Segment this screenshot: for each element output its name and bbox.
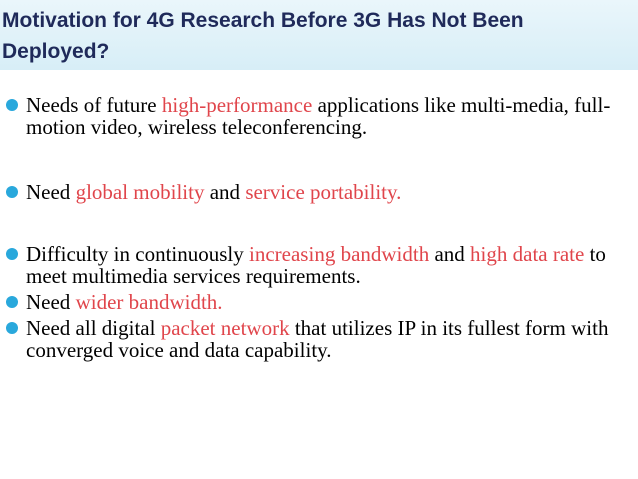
bullet-text: Need [26,180,76,204]
bullet-dot-icon [6,296,18,308]
bullet-text: to meet multimedia services requirements… [26,242,606,288]
bullet-dot-icon [6,186,18,198]
title-bar: Motivation for 4G Research Before 3G Has… [0,0,638,70]
highlight-text: global mobility [75,180,205,204]
bullet-text: that utilizes IP in its fullest form wit… [26,316,609,362]
bullet-text: and [429,242,471,266]
bullet-text: Difficulty in continuously [26,242,250,266]
highlight-text: packet network [160,316,290,340]
bullet-text: Need [26,290,76,314]
highlight-text: wider bandwidth. [75,290,223,314]
bullet-dot-icon [6,99,18,111]
bullet-text: Needs of future [26,93,162,117]
bullet-item: Need global mobility and service portabi… [6,181,632,203]
highlight-text: high data rate [470,242,585,266]
highlight-text: increasing bandwidth [249,242,430,266]
bullet-text: applications like multi-media, full-moti… [26,93,611,139]
bullet-dot-icon [6,322,18,334]
bullet-item: Need wider bandwidth. [6,291,632,313]
bullet-text: Need all digital [26,316,161,340]
bullet-item: Need all digital packet network that uti… [6,317,632,361]
bullet-item: Needs of future high-performance applica… [6,94,632,138]
bullet-item: Difficulty in continuously increasing ba… [6,243,632,287]
bullet-list: Needs of future high-performance applica… [6,94,632,361]
highlight-text: service portability. [245,180,402,204]
bullet-text: and [204,180,246,204]
slide-title: Motivation for 4G Research Before 3G Has… [2,9,524,63]
bullet-dot-icon [6,248,18,260]
highlight-text: high-performance [161,93,313,117]
